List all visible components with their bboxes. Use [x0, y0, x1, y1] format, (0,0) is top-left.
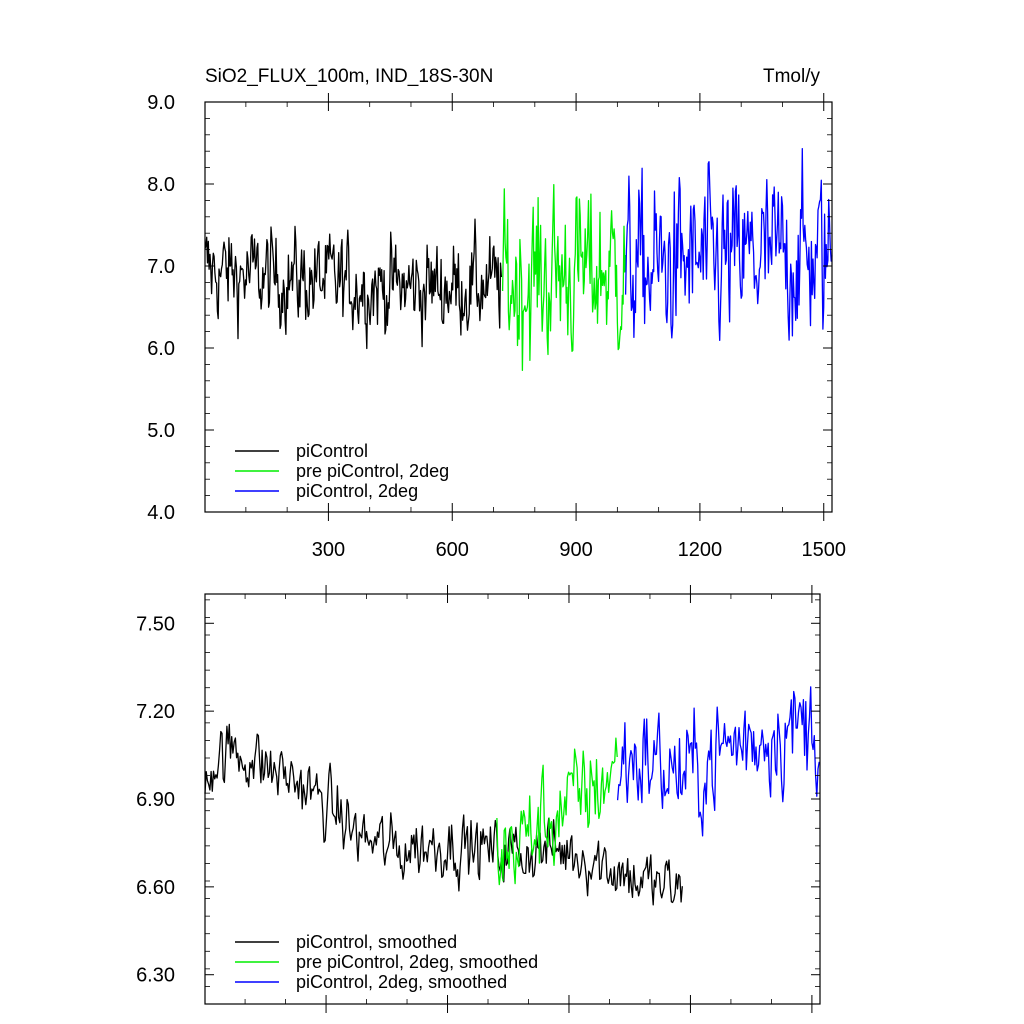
y-tick-label: 8.0: [147, 174, 175, 196]
top-x-tick-labels: 300 600 900 1200 1500: [312, 539, 846, 561]
y-tick-label: 6.90: [136, 789, 175, 811]
units-label: Tmol/y: [763, 66, 821, 87]
y-tick-label: 5.0: [147, 420, 175, 442]
bottom-series-group: [204, 686, 820, 906]
top-y-tick-labels: 4.0 5.0 6.0 7.0 8.0 9.0: [147, 92, 175, 524]
x-tick-label: 300: [312, 539, 345, 561]
x-tick-label: 600: [436, 539, 469, 561]
y-tick-label: 6.0: [147, 338, 175, 360]
top-series-group: [204, 147, 833, 372]
x-tick-label: 1200: [678, 539, 723, 561]
y-tick-label: 6.60: [136, 877, 175, 899]
bottom-ticks: [205, 585, 820, 1013]
y-tick-label: 6.30: [136, 965, 175, 987]
top-plot-frame: [204, 101, 833, 513]
bottom-panel: 6.30 6.60 6.90 7.20 7.50 piControl, smoothed…: [136, 585, 821, 1013]
y-tick-label: 7.20: [136, 701, 175, 723]
legend-label-picontrol-2deg-smoothed: piControl, 2deg, smoothed: [296, 972, 507, 992]
legend-label-picontrol: piControl: [296, 441, 368, 461]
legend-label-picontrol-smoothed: piControl, smoothed: [296, 932, 457, 952]
series-line-picontrol: [204, 218, 503, 350]
x-tick-label: 900: [559, 539, 592, 561]
top-ticks: [205, 93, 832, 521]
y-tick-label: 7.50: [136, 613, 175, 635]
legend-label-picontrol-2deg: piControl, 2deg: [296, 481, 418, 501]
y-tick-label: 7.0: [147, 256, 175, 278]
y-tick-label: 9.0: [147, 92, 175, 114]
legend-label-pre-picontrol-2deg-smoothed: pre piControl, 2deg, smoothed: [296, 952, 538, 972]
series-line-picontrol-2deg: [624, 147, 833, 342]
series-line-pre-picontrol-2deg-smoothed: [496, 737, 618, 886]
top-panel: 4.0 5.0 6.0 7.0 8.0 9.0 300 600 900 1200 1500 piC…: [147, 92, 846, 561]
chart-title: SiO2_FLUX_100m, IND_18S-30N: [205, 66, 493, 87]
legend-label-pre-picontrol-2deg: pre piControl, 2deg: [296, 461, 449, 481]
bottom-y-tick-labels: 6.30 6.60 6.90 7.20 7.50: [136, 613, 175, 986]
series-line-picontrol-2deg-smoothed: [616, 686, 820, 837]
x-tick-label: 1500: [801, 539, 846, 561]
series-line-pre-picontrol-2deg: [501, 184, 627, 372]
y-tick-label: 4.0: [147, 502, 175, 524]
series-line-picontrol-smoothed: [204, 723, 683, 906]
